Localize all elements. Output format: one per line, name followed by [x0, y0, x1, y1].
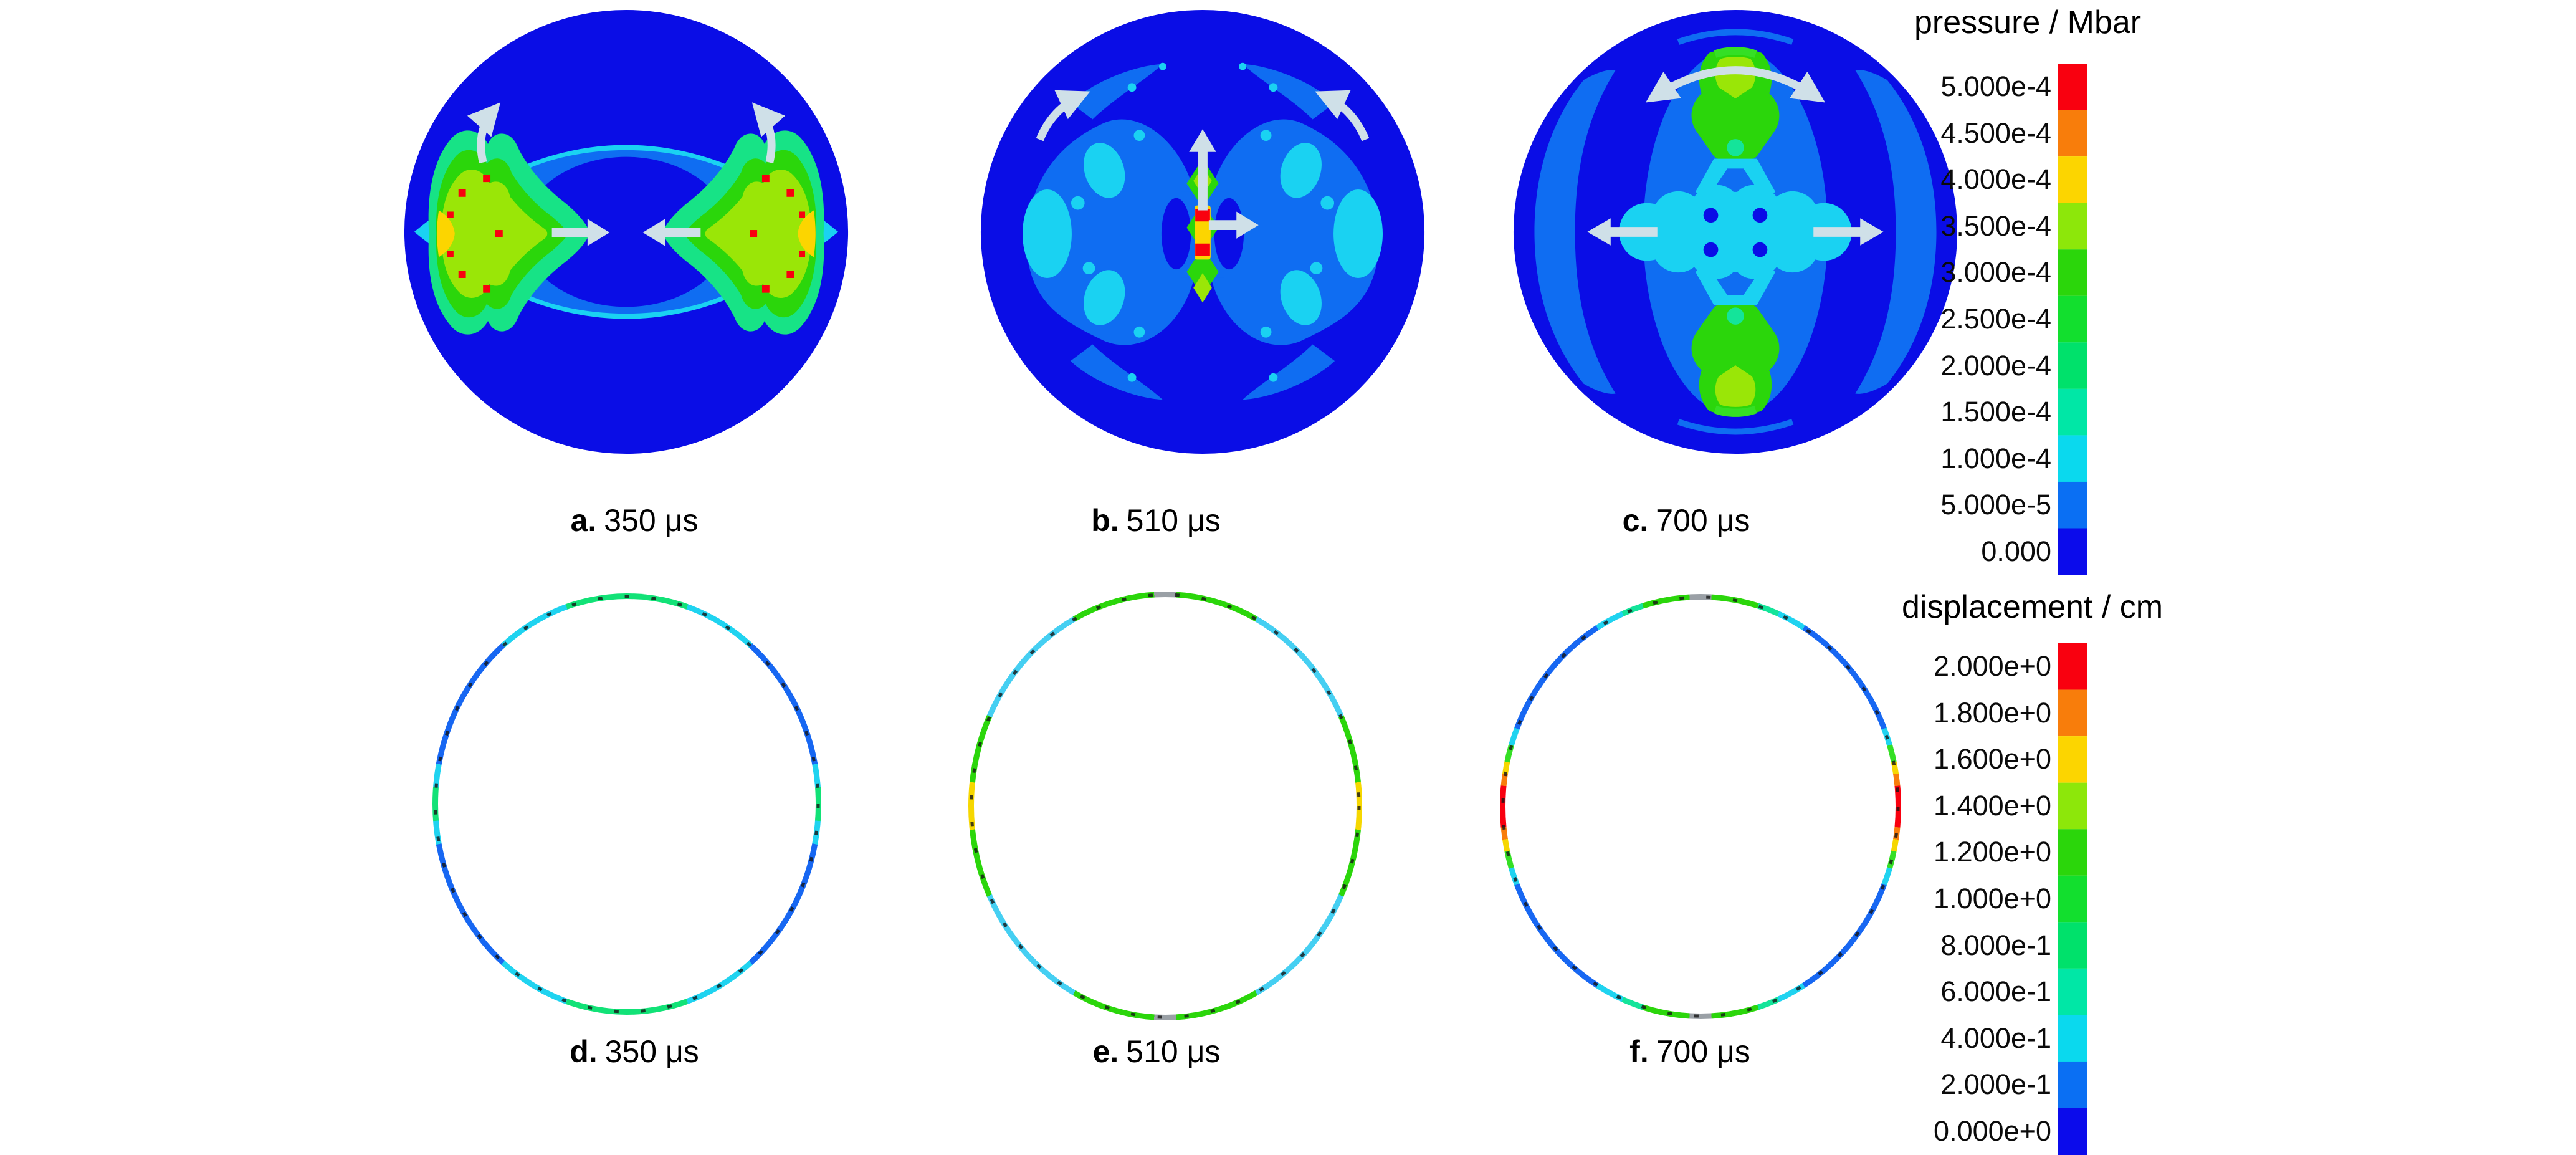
tick-label: 1.600e+0 — [1869, 736, 2051, 783]
tick-label: 1.000e+0 — [1869, 876, 2051, 923]
tick-label: 1.500e-4 — [1869, 389, 2051, 436]
ring-mesh-dashes — [432, 593, 821, 1015]
tick-label: 5.000e-5 — [1869, 482, 2051, 529]
tick-label: 8.000e-1 — [1869, 922, 2051, 969]
caption-letter: a. — [571, 503, 597, 538]
caption-time: 350 μs — [605, 1034, 699, 1069]
displacement-ring-d — [432, 593, 821, 1015]
caption-f: f.700 μs — [1629, 1033, 1750, 1070]
caption-e: e.510 μs — [1093, 1033, 1221, 1070]
tick-label: 5.000e-4 — [1869, 64, 2051, 110]
tick-label: 2.500e-4 — [1869, 296, 2051, 343]
pressure-legend-title: pressure / Mbar — [1914, 4, 2141, 41]
tick-label: 1.400e+0 — [1869, 783, 2051, 830]
displacement-ring-f — [1500, 594, 1901, 1019]
caption-letter: e. — [1093, 1034, 1119, 1069]
caption-time: 700 μs — [1656, 503, 1750, 538]
tick-label: 3.000e-4 — [1869, 249, 2051, 296]
tick-label: 4.000e-1 — [1869, 1015, 2051, 1062]
tick-label: 0.000e+0 — [1869, 1108, 2051, 1154]
caption-time: 350 μs — [604, 503, 698, 538]
tick-label: 6.000e-1 — [1869, 969, 2051, 1015]
pressure-contour-a — [402, 7, 851, 456]
displacement-colorbar — [2058, 643, 2087, 1155]
tick-label: 3.500e-4 — [1869, 203, 2051, 250]
tick-label: 1.800e+0 — [1869, 690, 2051, 737]
caption-time: 510 μs — [1126, 1034, 1220, 1069]
caption-letter: d. — [570, 1034, 597, 1069]
tick-label: 0.000 — [1869, 528, 2051, 575]
tick-label: 1.200e+0 — [1869, 829, 2051, 876]
caption-b: b.510 μs — [1091, 502, 1221, 539]
displacement-legend-title: displacement / cm — [1902, 588, 2163, 626]
caption-d: d.350 μs — [570, 1033, 699, 1070]
pressure-panel-b — [978, 7, 1427, 459]
pressure-contour-b — [978, 7, 1427, 456]
tick-label: 2.000e-1 — [1869, 1062, 2051, 1108]
displacement-legend-ticks: 2.000e+0 1.800e+0 1.600e+0 1.400e+0 1.20… — [1869, 643, 2051, 1154]
tick-label: 4.000e-4 — [1869, 156, 2051, 203]
tick-label: 2.000e+0 — [1869, 643, 2051, 690]
caption-letter: f. — [1629, 1034, 1649, 1069]
ring-mesh-dashes — [968, 592, 1362, 1020]
tick-label: 2.000e-4 — [1869, 342, 2051, 389]
displacement-ring-e — [968, 592, 1362, 1020]
ring-mesh-dashes — [1500, 594, 1901, 1019]
caption-letter: b. — [1091, 503, 1119, 538]
caption-time: 700 μs — [1656, 1034, 1750, 1069]
caption-letter: c. — [1623, 503, 1649, 538]
tick-label: 1.000e-4 — [1869, 435, 2051, 482]
caption-a: a.350 μs — [571, 502, 699, 539]
pressure-panel-a — [402, 7, 851, 459]
caption-time: 510 μs — [1127, 503, 1221, 538]
pressure-legend-ticks: 5.000e-4 4.500e-4 4.000e-4 3.500e-4 3.00… — [1869, 64, 2051, 575]
caption-c: c.700 μs — [1623, 502, 1750, 539]
tick-label: 4.500e-4 — [1869, 110, 2051, 157]
pressure-colorbar — [2058, 64, 2087, 575]
